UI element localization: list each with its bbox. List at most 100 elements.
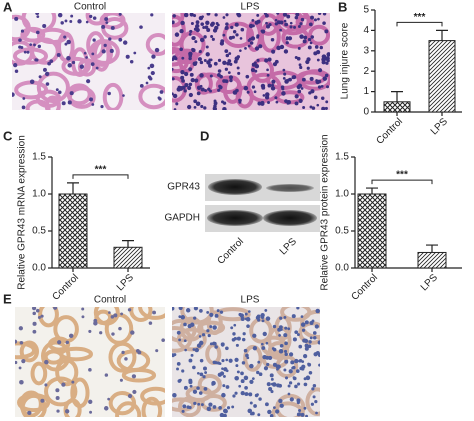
nucleus	[299, 22, 303, 26]
nucleus	[200, 403, 204, 407]
nucleus	[286, 99, 292, 105]
alveolus-wall	[308, 24, 330, 46]
nucleus	[308, 340, 312, 344]
nucleus	[194, 78, 199, 83]
nucleus	[256, 13, 260, 17]
nucleus	[266, 73, 270, 77]
nucleus	[256, 314, 261, 319]
nucleus	[176, 361, 181, 366]
nucleus	[297, 25, 301, 28]
nucleus	[198, 50, 202, 54]
nucleus	[184, 71, 189, 77]
nucleus	[199, 372, 204, 377]
nucleus	[252, 345, 258, 351]
nucleus	[208, 58, 212, 62]
nucleus	[127, 393, 133, 399]
nucleus	[279, 44, 285, 50]
nucleus	[225, 369, 229, 373]
nucleus	[310, 15, 314, 20]
nucleus	[199, 358, 204, 363]
nucleus	[266, 68, 269, 72]
nucleus	[230, 326, 234, 330]
nucleus	[235, 33, 239, 37]
nucleus	[200, 22, 205, 26]
error-bar	[122, 240, 134, 248]
y-tick-label: 1.0	[32, 189, 46, 200]
nucleus	[203, 59, 207, 62]
nucleus	[57, 13, 63, 18]
nucleus	[195, 20, 200, 25]
nucleus	[271, 49, 276, 54]
nucleus	[111, 332, 115, 336]
nucleus	[120, 312, 124, 316]
nucleus	[246, 90, 250, 94]
nucleus	[297, 382, 301, 386]
nucleus	[301, 328, 306, 332]
nucleus	[270, 86, 276, 91]
nucleus	[284, 352, 288, 357]
nucleus	[107, 91, 111, 96]
nucleus	[101, 49, 106, 54]
nucleus	[222, 374, 226, 378]
nucleus	[236, 55, 241, 59]
nucleus	[196, 371, 200, 375]
nucleus	[157, 96, 161, 100]
nucleus	[243, 348, 248, 353]
y-tick-label: 0.5	[335, 226, 349, 237]
nucleus	[239, 37, 243, 40]
nucleus	[201, 15, 204, 18]
nucleus	[287, 384, 291, 388]
nucleus	[125, 54, 130, 59]
nucleus	[88, 368, 92, 372]
y-tick-label: 0.0	[32, 263, 46, 274]
nucleus	[297, 89, 302, 94]
nucleus	[212, 360, 216, 365]
nucleus	[310, 35, 314, 39]
nucleus	[119, 378, 123, 382]
nucleus	[178, 315, 182, 319]
nucleus	[206, 329, 210, 333]
alveolus-wall	[104, 312, 134, 345]
nucleus	[214, 345, 218, 349]
nucleus	[247, 38, 251, 42]
nucleus	[294, 55, 298, 60]
panel-label: C	[3, 128, 13, 143]
nucleus	[260, 312, 265, 318]
nucleus	[294, 94, 299, 99]
nucleus	[221, 359, 225, 363]
significance-bracket	[72, 174, 129, 179]
nucleus	[222, 101, 227, 105]
nucleus	[201, 333, 206, 337]
nucleus	[271, 79, 276, 84]
nucleus	[55, 88, 59, 92]
nucleus	[287, 36, 293, 41]
nucleus	[113, 313, 118, 318]
nucleus	[29, 79, 35, 85]
nucleus	[218, 84, 222, 88]
nucleus	[127, 308, 132, 312]
nucleus	[130, 330, 135, 335]
nucleus	[184, 82, 189, 88]
nucleus	[251, 411, 255, 416]
nucleus	[14, 69, 19, 73]
nucleus	[121, 350, 125, 355]
nucleus	[318, 68, 323, 73]
nucleus	[205, 20, 210, 25]
nucleus	[20, 29, 25, 33]
nucleus	[189, 13, 194, 17]
nucleus	[36, 15, 40, 19]
nucleus	[244, 386, 248, 390]
alveolus-wall	[141, 396, 163, 417]
nucleus	[266, 362, 270, 367]
nucleus	[326, 85, 330, 89]
histology-image	[12, 13, 165, 110]
nucleus	[300, 315, 304, 318]
nucleus	[268, 386, 273, 392]
nucleus	[236, 13, 242, 18]
nucleus	[240, 379, 245, 384]
nucleus	[91, 103, 95, 106]
nucleus	[296, 84, 301, 90]
nucleus	[239, 49, 242, 52]
nucleus	[300, 17, 305, 22]
bar	[383, 101, 411, 113]
